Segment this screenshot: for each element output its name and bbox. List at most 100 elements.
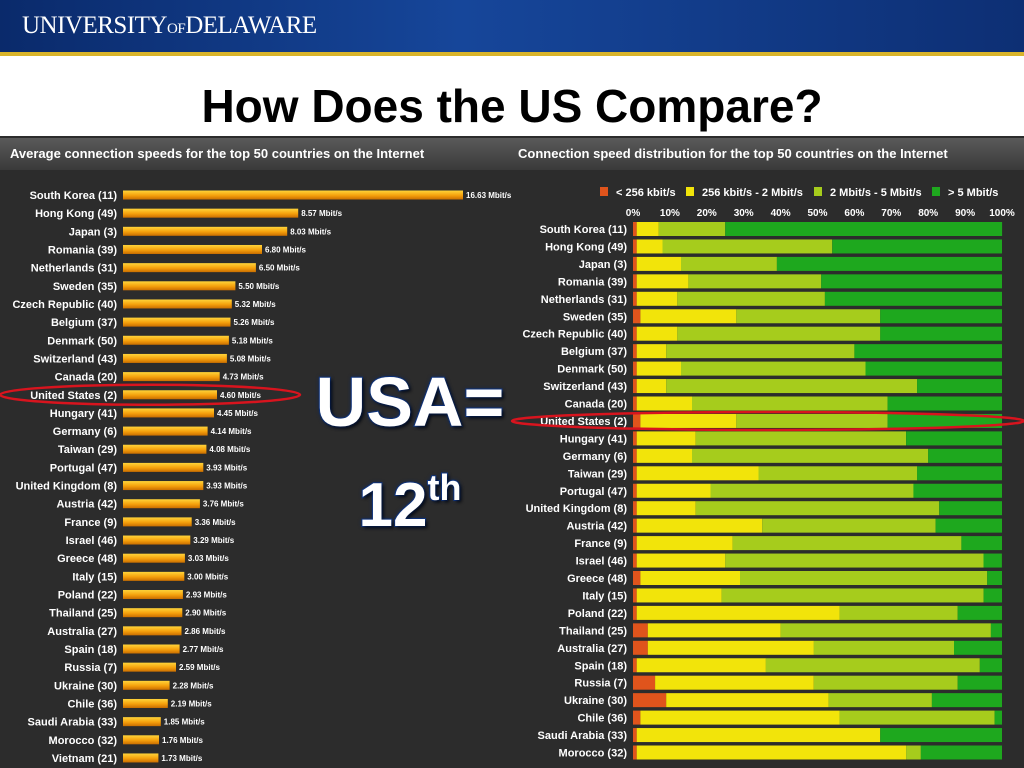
- distribution-segment: [776, 256, 1002, 271]
- country-label: Israel (46): [66, 535, 118, 547]
- us-highlight-right: [510, 410, 1024, 432]
- speed-bar: [123, 590, 183, 600]
- distribution-segment: [695, 431, 906, 446]
- distribution-segment: [666, 379, 918, 394]
- speed-bar: [123, 390, 217, 400]
- country-label: Saudi Arabia (33): [538, 730, 628, 742]
- legend-swatch: [600, 187, 608, 196]
- distribution-segment: [633, 710, 641, 725]
- distribution-segment: [725, 222, 1003, 236]
- distribution-segment: [839, 710, 995, 725]
- distribution-segment: [640, 571, 740, 585]
- distribution-segment: [736, 413, 888, 428]
- distribution-segment: [633, 431, 637, 446]
- country-label: Romania (39): [48, 244, 117, 256]
- highlight-ellipses: [0, 383, 1024, 432]
- right-chart-title: Connection speed distribution for the to…: [512, 138, 1024, 170]
- speed-value-label: 8.57 Mbit/s: [301, 209, 342, 218]
- country-label: Portugal (47): [50, 462, 118, 474]
- distribution-segment: [987, 571, 1002, 585]
- distribution-segment: [954, 640, 1002, 655]
- country-label: United Kingdom (8): [16, 481, 118, 493]
- country-label: Chile (36): [577, 713, 627, 725]
- country-label: United States (2): [30, 390, 117, 402]
- speed-value-label: 3.29 Mbit/s: [193, 536, 234, 545]
- distribution-segment: [633, 536, 637, 551]
- distribution-segment: [636, 448, 693, 463]
- left-chart-title: Average connection speeds for the top 50…: [0, 138, 512, 170]
- country-label: Poland (22): [568, 608, 628, 620]
- country-label: Switzerland (43): [33, 353, 117, 365]
- speed-bar: [123, 244, 262, 254]
- legend-swatch: [686, 187, 694, 196]
- distribution-segment: [636, 379, 667, 394]
- distribution-segment: [633, 728, 637, 743]
- distribution-segment: [732, 536, 962, 551]
- country-label: Russia (7): [64, 662, 117, 674]
- distribution-segment: [681, 361, 866, 376]
- speed-value-label: 2.77 Mbit/s: [183, 645, 224, 654]
- speed-bar: [123, 299, 232, 309]
- distribution-segment: [633, 588, 637, 603]
- speed-value-label: 4.60 Mbit/s: [220, 391, 261, 400]
- speed-bar: [123, 662, 176, 672]
- distribution-segment: [633, 309, 641, 324]
- slide-title: How Does the US Compare?: [201, 80, 823, 132]
- speed-value-label: 1.76 Mbit/s: [162, 736, 203, 745]
- x-tick-label: 50%: [807, 208, 827, 219]
- country-label: Greece (48): [567, 573, 627, 585]
- speed-bar: [123, 462, 204, 472]
- distribution-segment: [961, 536, 1002, 551]
- university-logo: UNIVERSITYOFDELAWARE: [22, 13, 317, 42]
- distribution-segment: [906, 745, 921, 760]
- distribution-segment: [633, 640, 648, 655]
- country-label: Japan (3): [69, 226, 118, 238]
- speed-value-label: 3.93 Mbit/s: [206, 482, 247, 491]
- country-label: Australia (27): [557, 643, 627, 655]
- speed-value-label: 2.93 Mbit/s: [186, 591, 227, 600]
- speed-bar: [123, 499, 200, 509]
- legend-swatch: [814, 187, 822, 196]
- distribution-segment: [633, 222, 637, 236]
- country-label: Vietnam (21): [52, 753, 118, 765]
- distribution-segment: [636, 291, 678, 306]
- distribution-segment: [633, 396, 637, 411]
- country-label: Australia (27): [47, 626, 117, 638]
- distribution-segment: [636, 728, 881, 743]
- speed-bar: [123, 735, 159, 745]
- distribution-segment: [681, 256, 777, 271]
- speed-value-label: 8.03 Mbit/s: [290, 227, 331, 236]
- distribution-segment: [931, 693, 1002, 708]
- distribution-segment: [813, 675, 958, 690]
- distribution-segment: [655, 675, 814, 690]
- distribution-segment: [633, 693, 667, 708]
- speed-value-label: 5.08 Mbit/s: [230, 354, 271, 363]
- speed-bar: [123, 226, 288, 236]
- distribution-segment: [824, 291, 1002, 306]
- x-tick-label: 80%: [918, 208, 938, 219]
- distribution-segment: [957, 605, 1002, 620]
- speed-bar: [123, 190, 463, 200]
- country-label: Netherlands (31): [31, 263, 118, 275]
- speed-value-label: 2.59 Mbit/s: [179, 663, 220, 672]
- distribution-segment: [765, 658, 980, 673]
- country-label: Thailand (25): [559, 625, 627, 637]
- distribution-segment: [633, 675, 656, 690]
- speed-value-label: 6.50 Mbit/s: [259, 264, 300, 273]
- country-label: Czech Republic (40): [12, 299, 117, 311]
- speed-value-label: 16.63 Mbit/s: [466, 191, 512, 200]
- speed-bar: [123, 335, 229, 345]
- distribution-segment: [865, 361, 1002, 376]
- distribution-segment: [983, 588, 1002, 603]
- country-label: South Korea (11): [540, 224, 628, 236]
- distribution-segment: [633, 448, 637, 463]
- distribution-segment: [633, 326, 637, 341]
- usa-rank-annotation: USA=: [315, 362, 506, 442]
- x-tick-label: 20%: [697, 208, 717, 219]
- country-label: Hungary (41): [50, 408, 118, 420]
- speed-bar: [123, 408, 214, 418]
- speed-value-label: 3.03 Mbit/s: [188, 554, 229, 563]
- country-label: Saudi Arabia (33): [28, 717, 118, 729]
- distribution-segment: [725, 553, 984, 568]
- distribution-segment: [636, 588, 722, 603]
